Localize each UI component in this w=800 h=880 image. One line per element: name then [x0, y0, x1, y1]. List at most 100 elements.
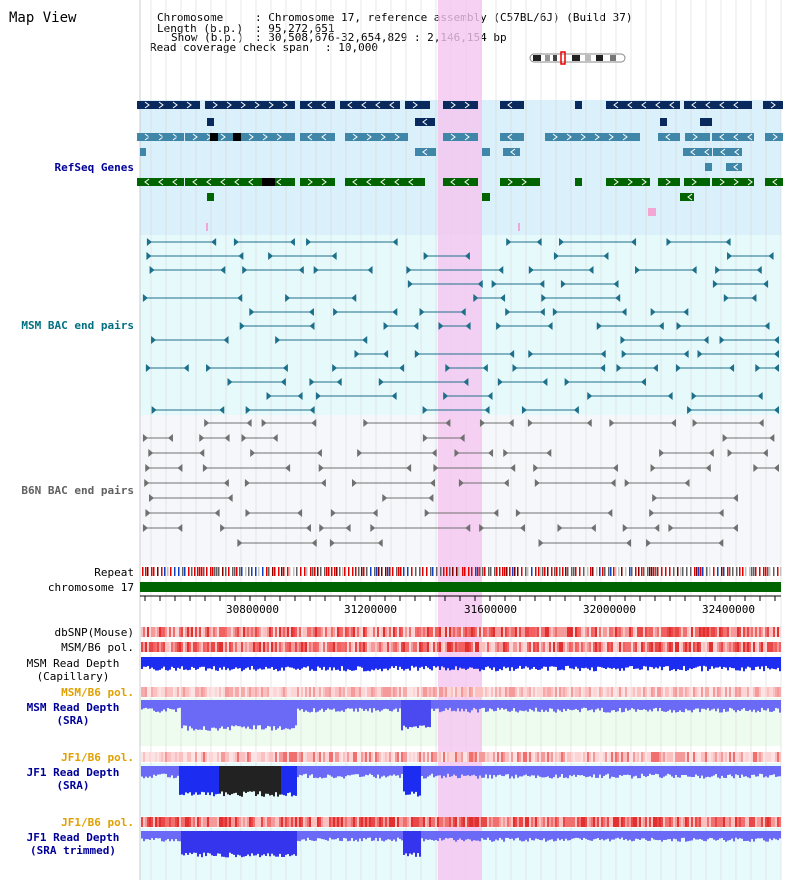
ideogram-position-marker [560, 51, 566, 65]
depth-bar [331, 700, 333, 710]
b6n-pair-end [272, 434, 278, 442]
repeat-element [446, 567, 448, 576]
depth-bar [337, 766, 339, 777]
b6n-pair-end [445, 419, 451, 427]
depth-bar [753, 700, 755, 710]
depth-bar [501, 700, 503, 708]
msm-pair-end [542, 378, 548, 386]
depth-bar [741, 766, 743, 775]
gene-exon [763, 101, 783, 109]
heatmap-cell [583, 687, 585, 697]
b6n-pair-end [769, 434, 775, 442]
repeat-element [283, 567, 285, 576]
track-label-repeat: Repeat [94, 566, 134, 579]
selected-region-highlight[interactable] [438, 0, 482, 880]
heatmap-cell [233, 817, 235, 827]
depth-bar [583, 657, 585, 669]
repeat-element [647, 567, 649, 576]
depth-bar [369, 700, 371, 709]
b6n-pair-end [330, 509, 336, 517]
heatmap-cell [707, 687, 709, 697]
heatmap-cell [327, 627, 329, 637]
heatmap-cell [313, 817, 315, 827]
depth-bar [419, 831, 421, 857]
depth-bar [549, 657, 551, 667]
heatmap-cell [267, 752, 269, 762]
heatmap-cell [633, 642, 635, 652]
depth-bar [691, 700, 693, 713]
heatmap-cell [313, 687, 315, 697]
heatmap-cell [737, 687, 739, 697]
depth-bar [679, 766, 681, 778]
heatmap-cell [459, 752, 461, 762]
depth-bar [215, 657, 217, 671]
depth-bar [625, 766, 627, 775]
heatmap-cell [143, 752, 145, 762]
msm-pair-end [268, 252, 274, 260]
depth-bar [271, 700, 273, 731]
gene-strand-arrow [770, 101, 776, 109]
b6n-pair-end [659, 449, 665, 457]
depth-bar [409, 657, 411, 671]
heatmap-cell [237, 627, 239, 637]
depth-bar [583, 700, 585, 708]
heatmap-cell [331, 642, 333, 652]
heatmap-cell [523, 687, 525, 697]
heatmap-cell [149, 642, 151, 652]
heatmap-cell [263, 642, 265, 652]
depth-bar [411, 700, 413, 728]
depth-bar [207, 766, 209, 793]
heatmap-cell [677, 817, 679, 827]
track-label-refseq[interactable]: RefSeq Genes [54, 161, 134, 174]
depth-bar [377, 657, 379, 670]
heatmap-cell [747, 627, 749, 637]
heatmap-cell [143, 627, 145, 637]
depth-bar [403, 657, 405, 671]
track-label-msm-bac[interactable]: MSM BAC end pairs [21, 319, 134, 332]
heatmap-cell [609, 627, 611, 637]
heatmap-cell [271, 687, 273, 697]
depth-bar [217, 766, 219, 794]
heatmap-cell [459, 687, 461, 697]
heatmap-cell [507, 687, 509, 697]
heatmap-cell [293, 627, 295, 637]
heatmap-cell [445, 642, 447, 652]
heatmap-cell [357, 627, 359, 637]
depth-bar [417, 831, 419, 854]
heatmap-cell [325, 642, 327, 652]
heatmap-cell [227, 642, 229, 652]
heatmap-cell [277, 627, 279, 637]
msm-pair-end [351, 294, 357, 302]
gene-strand-arrow [510, 148, 516, 156]
depth-bar [455, 657, 457, 667]
heatmap-cell [211, 817, 213, 827]
heatmap-cell [329, 627, 331, 637]
msm-pair-end [650, 308, 656, 316]
gene-strand-arrow [422, 148, 428, 156]
heatmap-cell [309, 817, 311, 827]
gene-strand-arrow [507, 101, 513, 109]
track-label-b6n-bac[interactable]: B6N BAC end pairs [21, 484, 134, 497]
heatmap-cell [691, 627, 693, 637]
heatmap-cell [479, 687, 481, 697]
depth-bar [605, 831, 607, 840]
repeat-element [571, 567, 573, 576]
heatmap-cell [505, 687, 507, 697]
heatmap-cell [181, 817, 183, 827]
heatmap-cell [581, 642, 583, 652]
depth-bar [549, 831, 551, 840]
heatmap-cell [415, 627, 417, 637]
heatmap-cell [311, 627, 313, 637]
depth-bar [205, 657, 207, 671]
heatmap-cell [737, 817, 739, 827]
msm-pair-end [438, 322, 444, 330]
heatmap-cell [731, 627, 733, 637]
heatmap-cell [279, 817, 281, 827]
depth-bar [479, 700, 481, 709]
depth-bar [317, 831, 319, 839]
heatmap-cell [639, 627, 641, 637]
depth-bar [385, 700, 387, 709]
msm-pair-end [383, 322, 389, 330]
heatmap-cell [657, 627, 659, 637]
